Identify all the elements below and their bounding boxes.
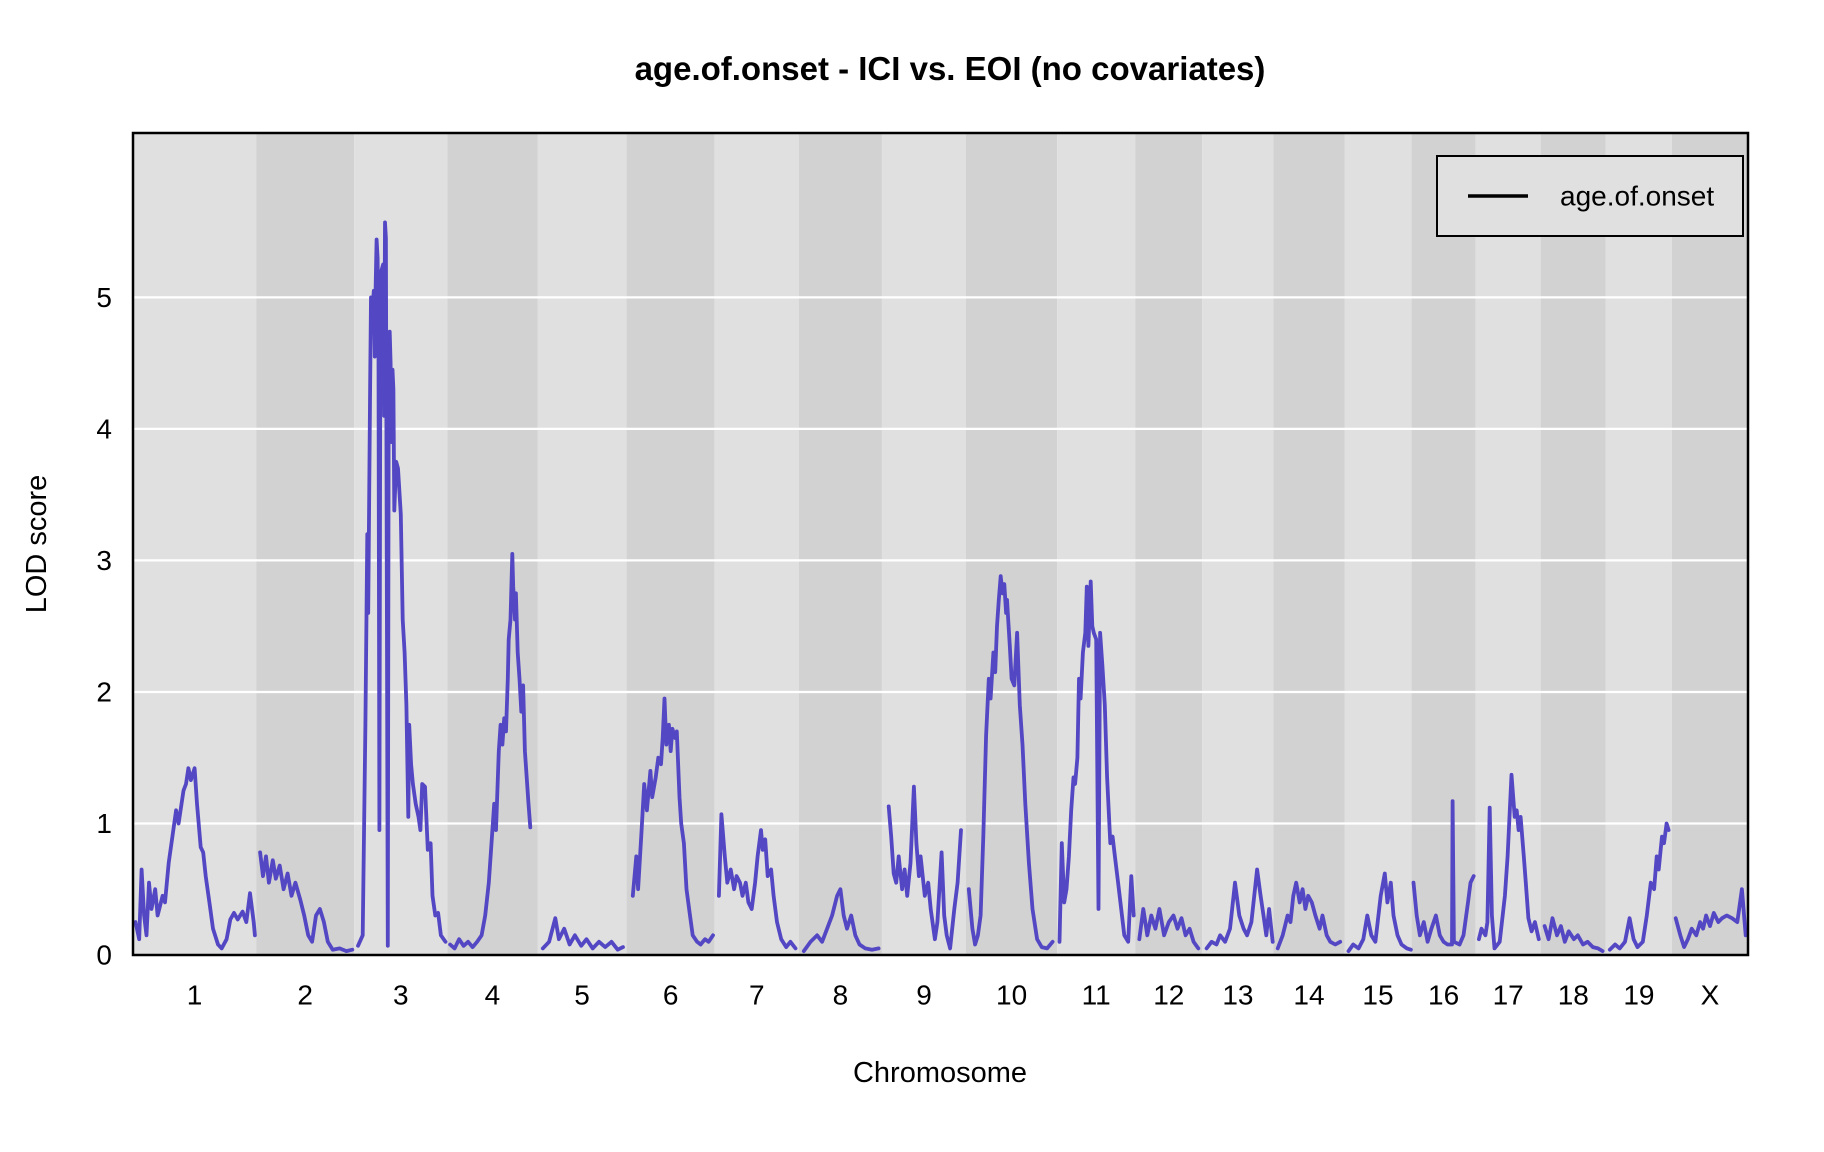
chr-band-16 bbox=[1411, 133, 1476, 955]
gridlines bbox=[133, 296, 1748, 825]
y-tick-4: 4 bbox=[96, 413, 112, 444]
x-tick-4: 4 bbox=[485, 980, 501, 1011]
x-tick-5: 5 bbox=[574, 980, 590, 1011]
lod-curve-chr-13 bbox=[1204, 867, 1275, 951]
lod-curve-chr-1 bbox=[133, 766, 257, 951]
chr-band-7 bbox=[714, 133, 799, 955]
chr-band-13 bbox=[1202, 133, 1274, 955]
chr-band-19 bbox=[1605, 133, 1672, 955]
x-tick-16: 16 bbox=[1428, 980, 1459, 1011]
x-tick-12: 12 bbox=[1153, 980, 1184, 1011]
lod-curve-chr-3 bbox=[356, 220, 448, 948]
y-tick-5: 5 bbox=[96, 282, 112, 313]
y-tick-3: 3 bbox=[96, 545, 112, 576]
lod-curve-chr-9 bbox=[886, 784, 963, 951]
x-tick-9: 9 bbox=[916, 980, 932, 1011]
lod-curve-chr-2 bbox=[258, 850, 355, 953]
x-tick-2: 2 bbox=[297, 980, 313, 1011]
lod-curve-chr-11 bbox=[1057, 579, 1136, 944]
chr-band-5 bbox=[537, 133, 627, 955]
chr-band-14 bbox=[1273, 133, 1345, 955]
chr-band-9 bbox=[881, 133, 966, 955]
lod-curve-chr-6 bbox=[630, 696, 715, 947]
x-tick-7: 7 bbox=[749, 980, 765, 1011]
x-tick-3: 3 bbox=[393, 980, 409, 1011]
legend: age.of.onset bbox=[1436, 155, 1744, 237]
lod-curve-chr-18 bbox=[1542, 916, 1605, 953]
x-axis-label: Chromosome bbox=[853, 1057, 1027, 1089]
lod-curve-chr-15 bbox=[1346, 871, 1413, 953]
chr-band-2 bbox=[256, 133, 355, 955]
y-tick-1: 1 bbox=[96, 808, 112, 839]
chart-title: age.of.onset - ICI vs. EOI (no covariate… bbox=[635, 50, 1266, 87]
chr-band-10 bbox=[966, 133, 1058, 955]
x-tick-18: 18 bbox=[1558, 980, 1589, 1011]
x-tick-6: 6 bbox=[663, 980, 679, 1011]
chr-band-18 bbox=[1540, 133, 1606, 955]
x-tick-19: 19 bbox=[1623, 980, 1654, 1011]
x-tick-8: 8 bbox=[833, 980, 849, 1011]
y-tick-2: 2 bbox=[96, 677, 112, 708]
lod-curve-chr-16 bbox=[1411, 799, 1476, 947]
plot-border bbox=[131, 131, 1750, 957]
chr-band-X bbox=[1671, 133, 1748, 955]
lod-curve-chr-8 bbox=[801, 887, 881, 953]
lod-curve-chr-19 bbox=[1607, 821, 1671, 952]
x-tick-15: 15 bbox=[1362, 980, 1393, 1011]
x-tick-14: 14 bbox=[1293, 980, 1324, 1011]
x-tick-13: 13 bbox=[1222, 980, 1253, 1011]
x-tick-11: 11 bbox=[1082, 980, 1111, 1011]
lod-curve-chr-10 bbox=[966, 574, 1055, 951]
x-tick-labels: 1 2 3 4 5 6 7 8 9 10 11 12 13 14 15 16 17 18 19 X bbox=[187, 980, 1720, 1011]
x-tick-17: 17 bbox=[1493, 980, 1524, 1011]
lod-curve-series bbox=[133, 220, 1748, 953]
chr-band-8 bbox=[798, 133, 882, 955]
chr-band-12 bbox=[1135, 133, 1203, 955]
lod-curve-chr-4 bbox=[448, 552, 533, 951]
y-axis-label: LOD score bbox=[21, 475, 53, 614]
lod-curve-chr-X bbox=[1673, 887, 1748, 949]
lod-curve-chr-14 bbox=[1275, 880, 1343, 951]
chr-band-1 bbox=[133, 133, 257, 955]
lod-curve-chr-12 bbox=[1137, 907, 1201, 951]
x-tick-X: X bbox=[1701, 980, 1720, 1011]
chr-band-15 bbox=[1344, 133, 1412, 955]
x-tick-1: 1 bbox=[187, 980, 203, 1011]
chromosome-bands bbox=[133, 133, 1748, 955]
y-tick-labels: 0 1 2 3 4 5 bbox=[96, 282, 112, 971]
x-tick-10: 10 bbox=[996, 980, 1027, 1011]
y-tick-0: 0 bbox=[96, 940, 112, 971]
lod-curve-chr-7 bbox=[717, 812, 798, 951]
legend-label: age.of.onset bbox=[1560, 181, 1714, 212]
lod-curve-chr-5 bbox=[540, 916, 625, 952]
lod-curve-chr-17 bbox=[1477, 772, 1541, 951]
